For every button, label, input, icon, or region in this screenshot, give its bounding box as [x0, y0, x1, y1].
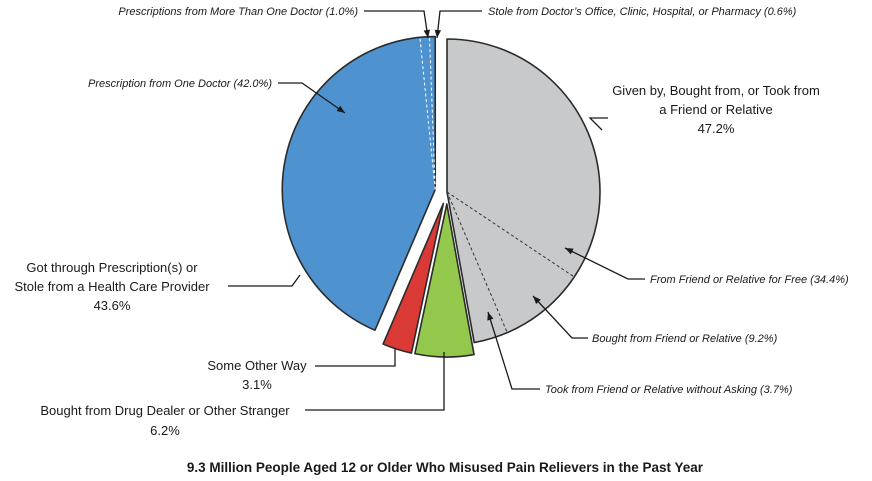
- leader-prescription-from-one-doctor-42-0: [278, 82, 346, 114]
- chart-caption: 9.3 Million People Aged 12 or Older Who …: [187, 460, 704, 475]
- leader-some-other-way: [315, 348, 396, 367]
- sublabel-stole-from-doctor-s-office-clinic-hospit: Stole from Doctor’s Office, Clinic, Hosp…: [488, 6, 797, 18]
- leader-took-from-friend-or-relative-without-ask-arrowhead: [487, 312, 494, 321]
- leader-prescriptions-from-more-than-one-doctor-: [364, 10, 429, 39]
- leader-prescriptions-from-more-than-one-doctor--arrowhead: [423, 29, 430, 38]
- sublabel-stole-from-doctor-s-office-clinic-hospit-line: Stole from Doctor’s Office, Clinic, Hosp…: [488, 6, 797, 18]
- sub-divider: [446, 191, 575, 278]
- label-given-by-bought-from-or-took-from-a-frie-line: a Friend or Relative: [659, 102, 772, 117]
- leader-bought-from-drug-dealer-or-other-strange: [305, 352, 445, 411]
- pie-slice-some-other-way: [382, 202, 445, 354]
- label-given-by-bought-from-or-took-from-a-frie-line: Given by, Bought from, or Took from: [612, 83, 820, 98]
- label-got-through-prescription-s-or-stole-from-line: Stole from a Health Care Provider: [14, 279, 210, 294]
- label-got-through-prescription-s-or-stole-from-line: 43.6%: [94, 298, 131, 313]
- label-bought-from-drug-dealer-or-other-strange: Bought from Drug Dealer or Other Strange…: [40, 403, 290, 438]
- pie-slice-got-through-prescription-s-or-stole-from: [281, 35, 437, 332]
- leader-given-by-bought-from-or-took-from-a-frie: [588, 117, 608, 131]
- sub-divider: [428, 36, 436, 190]
- leader-lines: [228, 10, 645, 411]
- sublabel-prescription-from-one-doctor-42-0: Prescription from One Doctor (42.0%): [88, 78, 272, 90]
- sublabel-bought-from-friend-or-relative-9-2: Bought from Friend or Relative (9.2%): [592, 333, 778, 345]
- label-bought-from-drug-dealer-or-other-strange-line: 6.2%: [150, 423, 180, 438]
- sublabel-prescriptions-from-more-than-one-doctor-: Prescriptions from More Than One Doctor …: [118, 6, 358, 18]
- leader-from-friend-or-relative-for-free-34-4-arrowhead: [565, 248, 574, 255]
- label-some-other-way: Some Other Way 3.1%: [207, 358, 307, 392]
- sublabel-took-from-friend-or-relative-without-ask-line: Took from Friend or Relative without Ask…: [545, 384, 793, 396]
- leader-bought-from-friend-or-relative-9-2-arrowhead: [533, 296, 541, 305]
- leader-prescription-from-one-doctor-42-0-arrowhead: [336, 105, 345, 113]
- label-given-by-bought-from-or-took-from-a-frie: Given by, Bought from, or Took from a Fri…: [612, 83, 820, 136]
- label-bought-from-drug-dealer-or-other-strange-line: Bought from Drug Dealer or Other Strange…: [40, 403, 290, 418]
- leader-got-through-prescription-s-or-stole-from: [228, 274, 301, 287]
- leader-took-from-friend-or-relative-without-ask: [487, 311, 540, 390]
- sub-divider: [419, 37, 436, 190]
- leader-bought-from-friend-or-relative-9-2: [532, 295, 588, 339]
- sublabel-from-friend-or-relative-for-free-34-4-line: From Friend or Relative for Free (34.4%): [650, 274, 849, 286]
- label-got-through-prescription-s-or-stole-from-line: Got through Prescription(s) or: [26, 260, 198, 275]
- sublabel-took-from-friend-or-relative-without-ask: Took from Friend or Relative without Ask…: [545, 384, 793, 396]
- leader-stole-from-doctor-s-office-clinic-hospit: [436, 10, 482, 39]
- pie-slice-given-by-bought-from-or-took-from-a-frie: [446, 38, 601, 344]
- label-some-other-way-line: 3.1%: [242, 377, 272, 392]
- sub-category-dividers: [419, 36, 575, 333]
- label-given-by-bought-from-or-took-from-a-frie-line: 47.2%: [698, 121, 735, 136]
- sub-divider: [446, 191, 508, 333]
- pie-slices: [281, 35, 601, 358]
- sublabel-prescriptions-from-more-than-one-doctor--line: Prescriptions from More Than One Doctor …: [118, 6, 358, 18]
- sublabel-prescription-from-one-doctor-42-0-line: Prescription from One Doctor (42.0%): [88, 78, 272, 90]
- label-got-through-prescription-s-or-stole-from: Got through Prescription(s) or Stole from…: [14, 260, 210, 313]
- sublabel-bought-from-friend-or-relative-9-2-line: Bought from Friend or Relative (9.2%): [592, 333, 778, 345]
- slice-labels: Given by, Bought from, or Took from a Fri…: [14, 6, 849, 438]
- label-some-other-way-line: Some Other Way: [207, 358, 307, 373]
- sublabel-from-friend-or-relative-for-free-34-4: From Friend or Relative for Free (34.4%): [650, 274, 849, 286]
- leader-stole-from-doctor-s-office-clinic-hospit-arrowhead: [434, 29, 442, 38]
- leader-from-friend-or-relative-for-free-34-4: [564, 247, 645, 280]
